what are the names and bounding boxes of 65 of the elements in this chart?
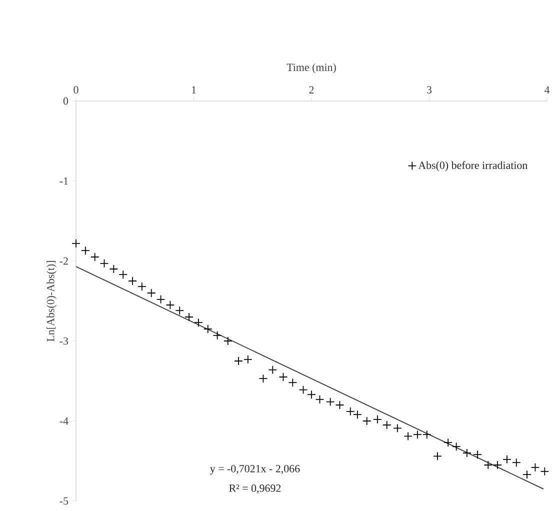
point [315,394,324,404]
point [138,282,146,292]
point [146,288,156,298]
legend-label: Abs(0) before irradiation [418,161,528,172]
y-tick-label: -2 [60,257,68,265]
point [362,416,372,426]
x-tick-label: 0 [74,86,78,94]
point [444,438,453,448]
point [184,312,194,322]
point [473,450,482,460]
point [393,424,402,433]
x-axis-title: Time (min) [286,63,336,74]
point [90,252,100,262]
point [128,276,137,286]
point [80,246,90,256]
point [335,400,344,410]
point [540,466,550,476]
point [493,460,502,470]
point [234,356,243,366]
x-tick-label: 1 [192,86,196,94]
point [326,397,335,406]
point [346,406,355,416]
point [307,390,316,400]
y-tick-label: -3 [60,337,68,345]
point [288,378,298,388]
point [422,430,432,440]
point [404,432,412,441]
point [512,458,521,468]
x-tick-label: 3 [427,86,432,94]
annotation: R² = 0,9692 [229,484,281,494]
point [433,452,442,461]
point [223,336,232,346]
point [413,430,422,440]
point [278,372,288,382]
point [484,460,493,470]
point [530,462,540,472]
y-tick-label: -4 [60,417,68,425]
point [258,374,268,384]
point [109,264,118,274]
x-tick-label: 2 [309,86,314,94]
point [502,454,512,464]
point [243,354,252,364]
annotation: y = -0,7021x - 2,066 [210,464,300,475]
y-tick-label: -1 [60,177,68,185]
point [156,294,166,304]
point [452,442,461,452]
point [166,300,175,310]
point [352,410,362,420]
point [462,448,472,458]
point [268,365,278,374]
point [100,258,109,268]
x-tick-label: 4 [544,86,550,94]
point [373,414,382,424]
y-tick-label: -5 [60,497,68,505]
point [118,270,128,280]
point [194,318,203,328]
point [298,385,308,394]
point [382,420,392,430]
point [72,238,80,248]
point [175,306,184,316]
point [203,324,212,334]
y-axis-title: Ln[Abs(0)-Abs(t)] [46,261,57,342]
point [522,470,532,480]
point [212,330,222,340]
y-tick-label: 0 [63,97,68,105]
